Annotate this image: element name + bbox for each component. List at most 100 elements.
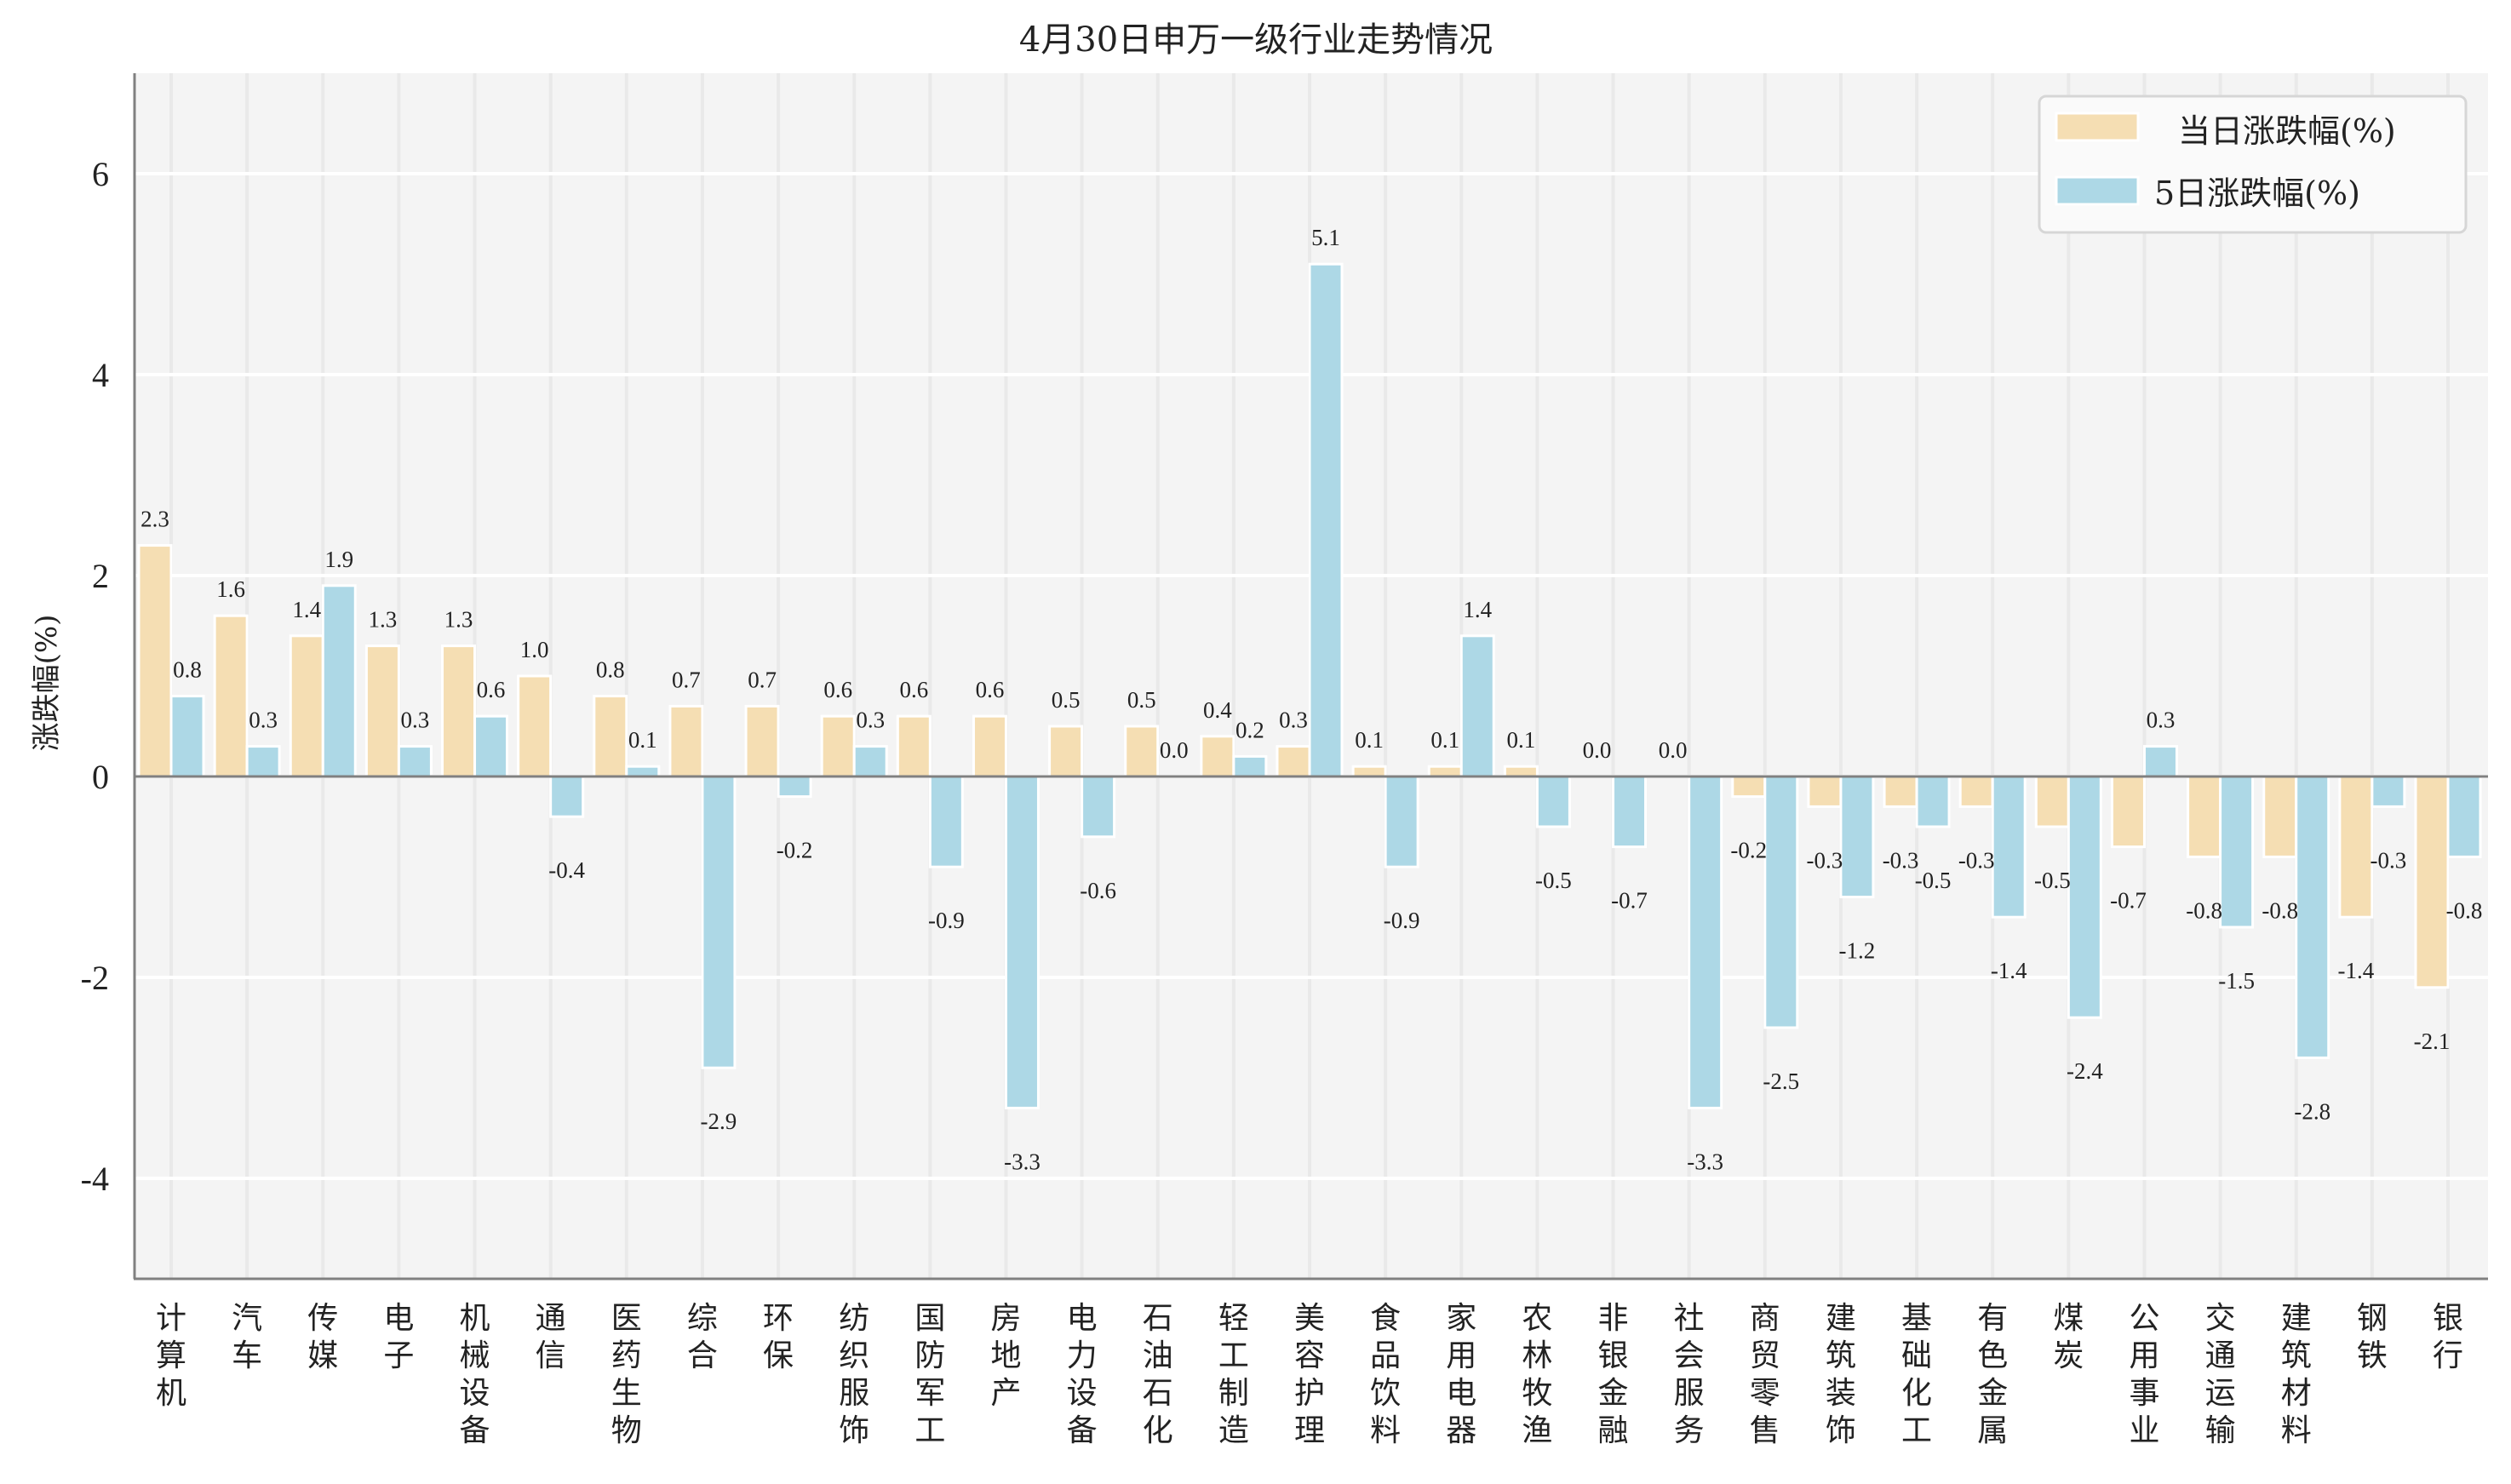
x-tick-char: 力 (1067, 1338, 1098, 1373)
x-tick-char: 医 (611, 1301, 642, 1336)
bar-five-day (1915, 775, 1951, 828)
data-label-daily: 0.6 (899, 677, 928, 702)
x-tick-char: 车 (232, 1338, 262, 1373)
x-tick-char: 铁 (2357, 1338, 2388, 1373)
x-tick-char: 料 (2281, 1413, 2312, 1448)
x-tick-char: 行 (2433, 1338, 2463, 1373)
x-tick-char: 础 (1901, 1338, 1932, 1373)
bar-daily (2338, 775, 2374, 919)
legend-label-five-day: 5日涨跌幅(%) (2154, 175, 2360, 212)
x-tick-char: 银 (1598, 1338, 1629, 1373)
x-tick-char: 输 (2205, 1413, 2236, 1448)
data-label-five-day: -2.8 (2294, 1098, 2330, 1124)
y-tick-label: -2 (81, 959, 109, 997)
x-tick-label: 社会服务 (1674, 1301, 1705, 1448)
data-label-daily: -0.8 (2186, 897, 2222, 923)
data-label-daily: 0.1 (1430, 727, 1459, 753)
data-label-daily: 0.4 (1203, 697, 1232, 723)
x-tick-label: 钢铁 (2357, 1301, 2388, 1373)
x-tick-char: 算 (156, 1338, 186, 1373)
data-label-daily: 1.3 (444, 607, 473, 633)
bar-five-day (1688, 775, 1723, 1109)
data-label-five-day: -0.3 (2370, 847, 2406, 873)
x-tick-char: 备 (460, 1413, 490, 1448)
legend-swatch-daily (2055, 112, 2140, 142)
data-label-five-day: 0.3 (856, 708, 885, 733)
x-tick-char: 用 (1446, 1338, 1476, 1373)
data-label-daily: 0.1 (1507, 727, 1536, 753)
data-label-daily: -2.1 (2414, 1028, 2451, 1054)
x-tick-char: 筑 (1826, 1338, 1856, 1373)
data-label-daily: 1.4 (292, 597, 321, 622)
x-tick-label: 煤炭 (2053, 1301, 2084, 1373)
bar-daily (1200, 735, 1235, 778)
bar-five-day (1384, 775, 1419, 868)
data-label-daily: 0.7 (748, 667, 777, 692)
data-label-five-day: -3.3 (1004, 1149, 1041, 1174)
x-tick-char: 石 (1143, 1376, 1173, 1411)
bar-daily (820, 714, 856, 778)
x-tick-label: 交通运输 (2205, 1301, 2236, 1448)
x-tick-char: 交 (2205, 1301, 2236, 1336)
x-tick-label: 农林牧渔 (1522, 1301, 1552, 1448)
x-tick-char: 生 (611, 1376, 642, 1411)
data-label-daily: 2.3 (140, 507, 169, 532)
x-tick-label: 电子 (383, 1301, 414, 1373)
bar-daily (2262, 775, 2298, 858)
x-tick-char: 贸 (1750, 1338, 1780, 1373)
x-tick-char: 农 (1522, 1301, 1552, 1336)
x-tick-char: 属 (1977, 1413, 2008, 1448)
x-tick-label: 美容护理 (1294, 1301, 1325, 1448)
bar-daily (2187, 775, 2222, 858)
data-label-five-day: -1.5 (2218, 968, 2255, 994)
x-tick-char: 电 (1067, 1301, 1098, 1336)
bar-five-day (625, 765, 661, 778)
data-label-five-day: -0.9 (1384, 908, 1420, 933)
data-label-daily: 1.3 (369, 607, 398, 633)
bar-daily (1731, 775, 1767, 799)
bar-five-day (1232, 754, 1268, 778)
bar-five-day (1991, 775, 2027, 919)
x-tick-char: 环 (763, 1301, 794, 1336)
x-tick-char: 零 (1750, 1376, 1780, 1411)
bar-daily (668, 704, 704, 778)
data-label-five-day: -0.2 (777, 838, 813, 863)
legend-swatch-five-day (2055, 175, 2140, 206)
data-label-daily: -0.5 (2034, 868, 2071, 893)
x-tick-char: 工 (1901, 1413, 1932, 1448)
bar-daily (364, 645, 400, 778)
bar-daily (517, 674, 553, 778)
x-tick-char: 药 (611, 1338, 642, 1373)
x-tick-char: 汽 (232, 1301, 262, 1336)
x-tick-char: 融 (1598, 1413, 1629, 1448)
bar-five-day (2219, 775, 2255, 929)
x-tick-char: 非 (1598, 1301, 1629, 1336)
legend-label-daily: 当日涨跌幅(%) (2178, 112, 2396, 150)
bar-daily (2414, 775, 2450, 989)
data-label-daily: -1.4 (2337, 958, 2374, 983)
x-tick-label: 非银金融 (1598, 1301, 1629, 1448)
bar-five-day (2446, 775, 2482, 858)
x-tick-char: 保 (763, 1338, 794, 1373)
x-tick-char: 建 (2281, 1301, 2312, 1336)
x-tick-char: 械 (460, 1338, 490, 1373)
data-label-five-day: 0.3 (2147, 708, 2176, 733)
x-tick-char: 油 (1143, 1338, 1173, 1373)
bar-five-day (777, 775, 812, 799)
x-tick-char: 炭 (2053, 1338, 2084, 1373)
x-tick-char: 化 (1901, 1376, 1932, 1411)
data-label-five-day: -3.3 (1687, 1149, 1723, 1174)
x-tick-label: 汽车 (232, 1301, 262, 1373)
data-label-daily: 0.0 (1583, 737, 1612, 763)
x-tick-char: 工 (914, 1413, 945, 1448)
bar-five-day (1459, 634, 1495, 778)
x-tick-char: 通 (2205, 1338, 2236, 1373)
x-tick-char: 渔 (1522, 1413, 1552, 1448)
bar-daily (744, 704, 780, 778)
bar-daily (213, 614, 249, 778)
y-axis-label: 涨跌幅(%) (30, 615, 64, 752)
bar-five-day (473, 714, 509, 778)
data-labels: 2.31.61.4 1.3 1.31.00.8 0.7 0.7 0.6 0.6 0.6 0.5 0… (140, 225, 2482, 1174)
bar-daily (1276, 745, 1311, 778)
data-label-five-day: -0.6 (1080, 878, 1116, 903)
